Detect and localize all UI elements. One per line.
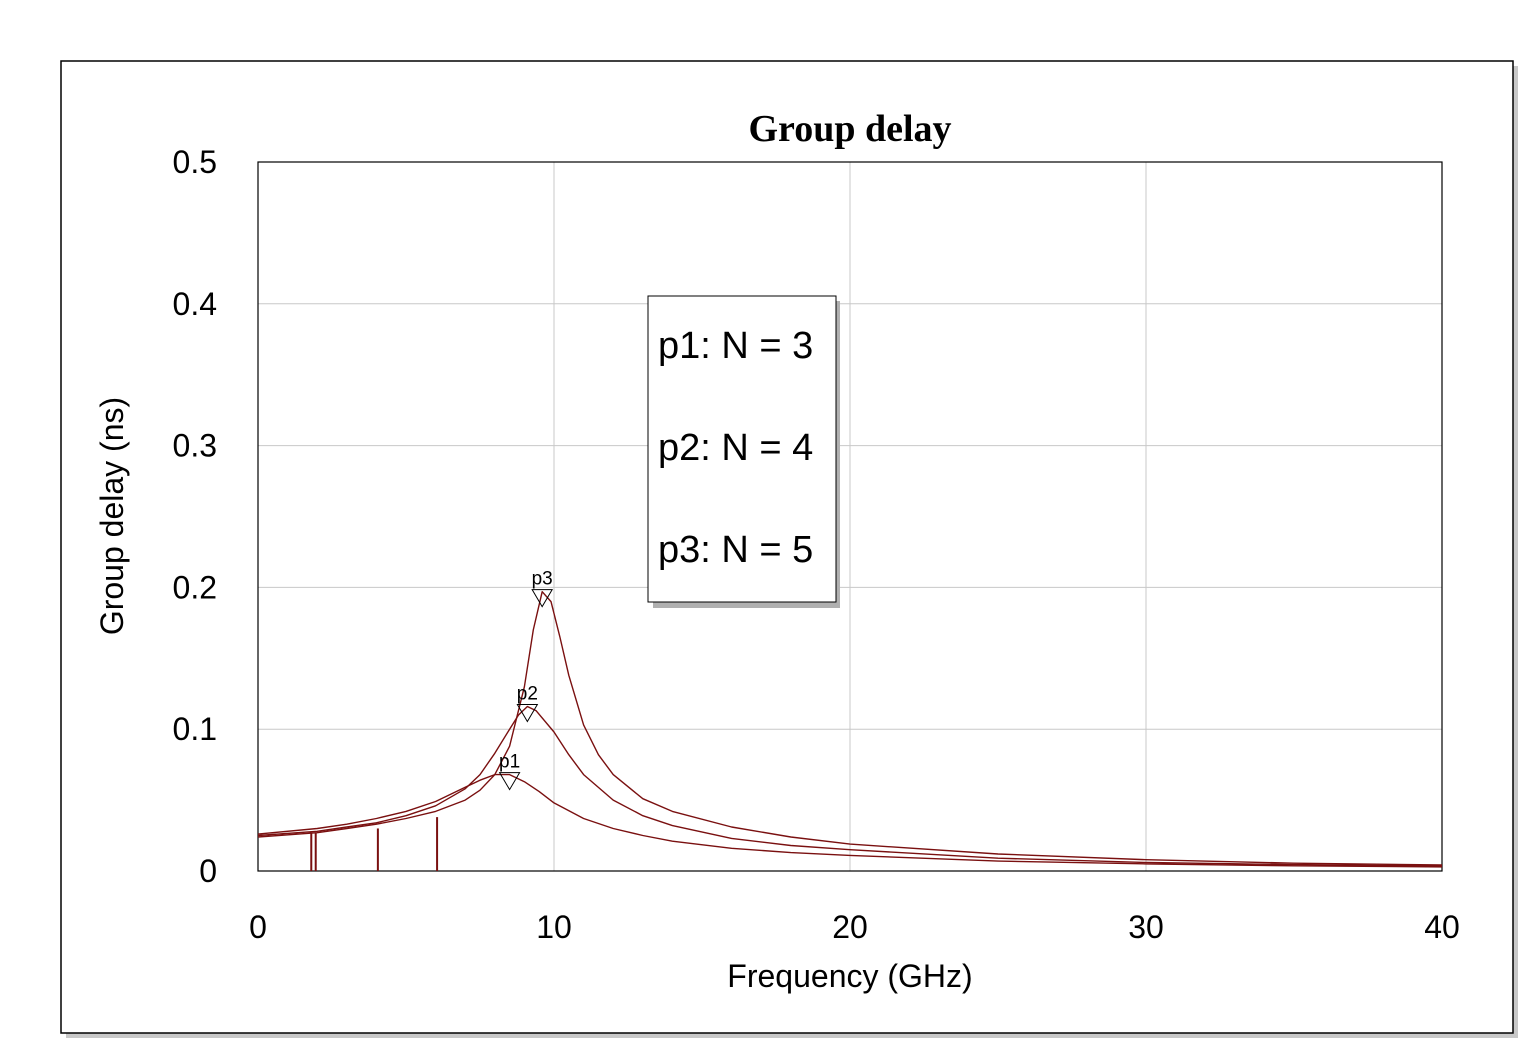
x-axis-label: Frequency (GHz) <box>727 958 972 994</box>
x-tick-label-3: 30 <box>1128 909 1164 945</box>
legend-box <box>647 295 837 603</box>
y-tick-label-4: 0.4 <box>173 286 217 322</box>
series-line-p3 <box>257 591 1443 866</box>
marker-triangle-p1 <box>498 772 521 791</box>
plot-area <box>257 161 1443 872</box>
series-lines <box>257 591 1443 868</box>
y-tick-label-0: 0 <box>199 853 217 889</box>
x-tick-labels: 0 10 20 30 40 <box>249 909 1460 945</box>
legend-entry-p2: p2: N = 4 <box>658 427 813 469</box>
y-tick-label-2: 0.2 <box>173 569 217 605</box>
marker-label-p3: p3 <box>532 569 553 590</box>
chart-title: Group delay <box>748 108 951 150</box>
marker-drop-lines <box>310 817 439 871</box>
y-tick-labels: 0 0.1 0.2 0.3 0.4 0.5 <box>173 144 217 889</box>
x-tick-label-4: 40 <box>1424 909 1460 945</box>
marker-triangle-p3 <box>531 589 554 608</box>
series-line-p2 <box>257 705 1443 867</box>
y-tick-label-3: 0.3 <box>173 428 217 464</box>
y-axis-label: Group delay (ns) <box>94 397 130 635</box>
marker-label-p1: p1 <box>499 752 520 773</box>
y-tick-label-5: 0.5 <box>173 144 217 180</box>
marker-triangle-p2 <box>516 704 539 723</box>
marker-label-p2: p2 <box>517 684 538 705</box>
x-tick-label-1: 10 <box>536 909 572 945</box>
legend-entry-p1: p1: N = 3 <box>658 325 813 367</box>
legend-entry-p3: p3: N = 5 <box>658 529 813 571</box>
x-tick-label-0: 0 <box>249 909 267 945</box>
y-tick-label-1: 0.1 <box>173 711 217 747</box>
grid-lines <box>258 162 1442 871</box>
series-markers: p1 p2 p3 <box>498 569 554 791</box>
series-line-p1 <box>257 773 1443 868</box>
x-tick-label-2: 20 <box>832 909 868 945</box>
